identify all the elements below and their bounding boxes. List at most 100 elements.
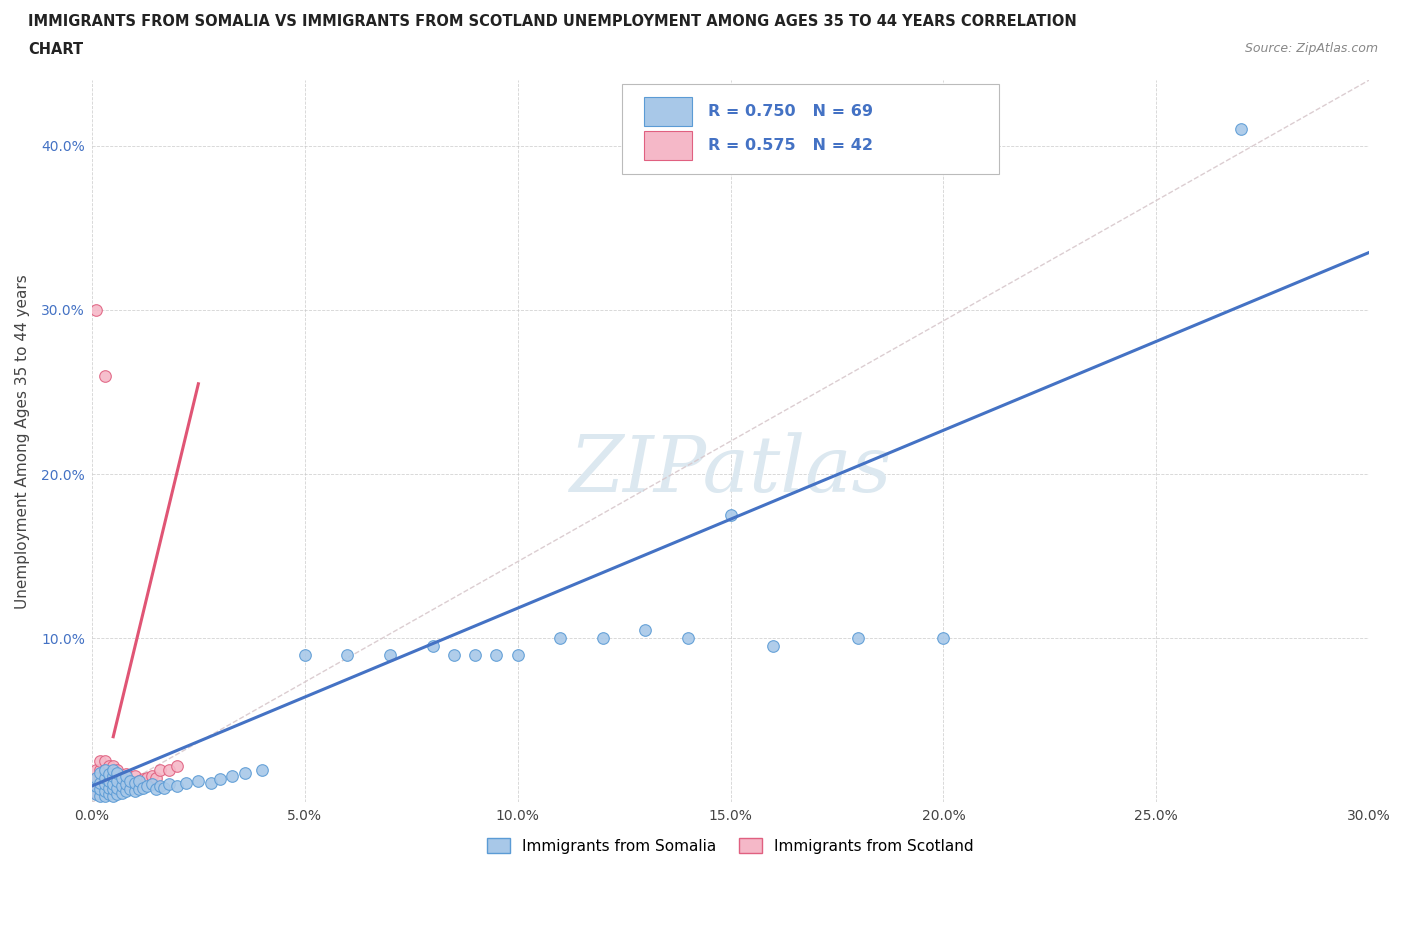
Point (932, 631, 955, 645)
Point (89, 778, 111, 793)
Point (208, 772, 231, 787)
Point (157, 777, 180, 791)
Point (132, 780, 155, 795)
Text: R = 0.750   N = 69: R = 0.750 N = 69 (707, 103, 873, 119)
Point (89, 765, 111, 780)
Point (166, 759, 188, 774)
Point (464, 647, 486, 662)
Point (84, 785, 107, 800)
Point (145, 770, 167, 785)
Point (89, 782, 111, 797)
Text: R = 0.575   N = 42: R = 0.575 N = 42 (707, 138, 873, 153)
Point (115, 778, 138, 793)
Point (107, 774, 129, 789)
Point (93, 762, 115, 777)
Point (294, 647, 316, 662)
Point (97, 759, 120, 774)
Point (93, 754, 115, 769)
Text: IMMIGRANTS FROM SOMALIA VS IMMIGRANTS FROM SCOTLAND UNEMPLOYMENT AMONG AGES 35 T: IMMIGRANTS FROM SOMALIA VS IMMIGRANTS FR… (28, 14, 1077, 29)
Point (153, 780, 176, 795)
Point (115, 769, 138, 784)
Point (120, 776, 142, 790)
Point (111, 778, 134, 793)
Point (107, 787, 129, 802)
Point (89, 770, 111, 785)
Point (84, 787, 107, 802)
Point (136, 770, 159, 785)
Point (124, 776, 146, 790)
Point (846, 631, 869, 645)
Point (107, 780, 129, 795)
Point (103, 762, 125, 777)
Point (97, 780, 120, 795)
Point (93, 770, 115, 785)
Legend: Immigrants from Somalia, Immigrants from Scotland: Immigrants from Somalia, Immigrants from… (481, 831, 980, 859)
Point (111, 785, 134, 800)
Point (378, 647, 401, 662)
Point (422, 639, 444, 654)
Bar (644, 97, 692, 126)
Point (97, 787, 120, 802)
Point (720, 508, 742, 523)
Point (89, 785, 111, 800)
Point (93, 785, 115, 800)
Point (84, 770, 107, 785)
Point (149, 762, 172, 777)
Y-axis label: Unemployment Among Ages 35 to 44 years: Unemployment Among Ages 35 to 44 years (15, 273, 30, 608)
Point (103, 765, 125, 780)
Point (103, 789, 125, 804)
Point (93, 783, 115, 798)
FancyBboxPatch shape (621, 84, 998, 174)
Point (84, 302, 107, 317)
Point (107, 762, 129, 777)
Point (252, 762, 274, 777)
Point (89, 776, 111, 790)
Point (336, 647, 359, 662)
Point (485, 647, 508, 662)
Point (103, 769, 125, 784)
Point (103, 782, 125, 797)
Point (84, 762, 107, 777)
Point (111, 770, 134, 785)
Point (157, 762, 180, 777)
Point (128, 774, 150, 789)
Point (93, 777, 115, 791)
Point (107, 772, 129, 787)
Point (93, 770, 115, 785)
Point (145, 782, 167, 797)
Point (97, 765, 120, 780)
Point (187, 774, 209, 789)
Point (592, 631, 614, 645)
Point (120, 782, 142, 797)
Point (124, 778, 146, 793)
Point (141, 769, 163, 784)
Point (89, 789, 111, 804)
Point (174, 776, 197, 790)
Point (111, 778, 134, 793)
Text: CHART: CHART (28, 42, 83, 57)
Point (97, 774, 120, 789)
Point (93, 368, 115, 383)
Point (634, 622, 657, 637)
Point (149, 778, 172, 793)
Point (443, 647, 465, 662)
Point (97, 782, 120, 797)
Point (115, 767, 138, 782)
Point (506, 647, 529, 662)
Point (166, 778, 188, 793)
Point (89, 762, 111, 777)
Point (136, 778, 159, 793)
Text: ZIPatlas: ZIPatlas (569, 432, 891, 509)
Point (124, 769, 146, 784)
Point (115, 783, 138, 798)
Point (141, 777, 163, 791)
Point (548, 631, 571, 645)
Point (128, 782, 150, 797)
Point (111, 770, 134, 785)
Point (762, 639, 785, 654)
Point (103, 774, 125, 789)
Point (97, 774, 120, 789)
Point (124, 783, 146, 798)
Point (132, 772, 155, 787)
Point (84, 778, 107, 793)
